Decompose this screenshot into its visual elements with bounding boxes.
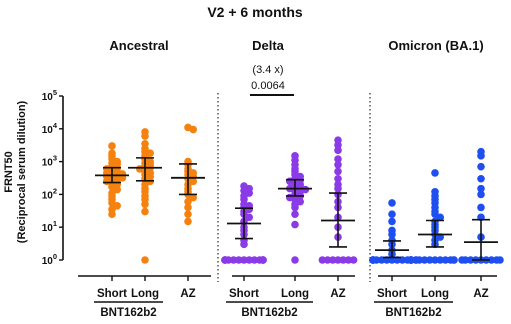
data-point — [431, 256, 439, 264]
category-label: AZ — [180, 288, 195, 300]
data-point — [436, 256, 445, 264]
category-label: AZ — [330, 288, 345, 300]
data-point — [496, 256, 504, 264]
group-label: BNT162b2 — [100, 307, 156, 319]
data-point — [141, 132, 149, 140]
data-point — [477, 203, 485, 212]
data-point — [229, 256, 238, 264]
data-point — [431, 169, 439, 177]
group-label: BNT162b2 — [385, 307, 441, 319]
data-point — [245, 213, 253, 222]
y-tick-label: 101 — [42, 219, 57, 234]
data-point — [235, 256, 243, 264]
p-value-annotation: 0.0064 — [251, 80, 285, 92]
panel-title-ancestral: Ancestral — [109, 38, 168, 53]
data-point — [466, 256, 475, 264]
category-label: Short — [97, 288, 127, 300]
data-point — [334, 256, 342, 264]
data-point — [221, 256, 229, 264]
data-point — [108, 142, 116, 150]
data-point — [189, 193, 197, 202]
data-point — [334, 160, 342, 169]
data-point — [329, 256, 337, 264]
data-point — [334, 155, 342, 163]
data-point — [349, 256, 358, 264]
category-label: Long — [421, 288, 449, 300]
panel-title-omicron: Omicron (BA.1) — [388, 38, 483, 53]
data-point — [334, 146, 342, 155]
data-point — [334, 184, 342, 193]
data-point — [477, 174, 485, 183]
plot-layer: 100 101 102 103 104 105 Short Long AZ BNT162b2 Sho… — [42, 88, 504, 319]
data-point — [339, 256, 348, 264]
data-point — [250, 256, 259, 264]
data-point — [240, 240, 248, 249]
data-point — [477, 152, 485, 160]
y-tick-label: 105 — [42, 88, 57, 103]
data-point — [477, 184, 485, 193]
category-label: Short — [229, 288, 259, 300]
data-point — [291, 220, 299, 229]
fold-change-annotation: (3.4 x) — [252, 64, 283, 76]
data-point — [184, 210, 192, 218]
data-point — [477, 190, 485, 199]
data-point — [458, 256, 466, 264]
data-point — [388, 230, 396, 239]
data-point — [141, 207, 149, 216]
data-point — [291, 210, 299, 218]
data-point — [318, 256, 327, 264]
data-point — [388, 199, 396, 207]
data-point — [291, 256, 299, 264]
panel-title-delta: Delta — [252, 38, 285, 53]
group-label: BNT162b2 — [241, 307, 297, 319]
data-point — [369, 256, 377, 264]
y-axis-label-line1: FRNT50 — [3, 151, 15, 193]
category-label: Long — [131, 288, 159, 300]
chart-title: V2 + 6 months — [207, 4, 303, 20]
data-point — [184, 203, 192, 212]
data-point — [441, 256, 450, 264]
data-point — [450, 256, 458, 264]
data-point — [184, 217, 192, 226]
data-point — [477, 162, 485, 171]
data-point — [189, 125, 197, 134]
category-label: Long — [281, 288, 309, 300]
data-point — [420, 256, 429, 264]
category-label: Short — [377, 288, 407, 300]
data-point — [334, 141, 342, 149]
y-tick-label: 103 — [42, 154, 57, 169]
y-tick-label: 104 — [42, 121, 58, 136]
data-point — [245, 256, 253, 264]
data-point — [323, 256, 332, 264]
data-point — [291, 203, 299, 212]
y-tick-label: 102 — [42, 186, 57, 201]
y-tick-label: 100 — [42, 252, 57, 267]
data-point — [141, 200, 149, 209]
data-point — [487, 256, 496, 264]
data-point — [259, 256, 267, 264]
category-label: AZ — [473, 288, 488, 300]
data-point — [108, 210, 116, 218]
data-point — [388, 217, 396, 226]
data-point — [240, 256, 248, 264]
data-point — [344, 256, 353, 264]
data-point — [426, 256, 434, 264]
data-point — [388, 210, 396, 218]
data-point — [334, 167, 342, 176]
data-point — [334, 174, 342, 183]
data-point — [412, 256, 420, 264]
data-point — [141, 256, 149, 264]
y-axis-label-line2: (Reciprocal serum dilution) — [16, 100, 28, 243]
data-point — [184, 197, 192, 206]
data-point — [436, 213, 445, 222]
